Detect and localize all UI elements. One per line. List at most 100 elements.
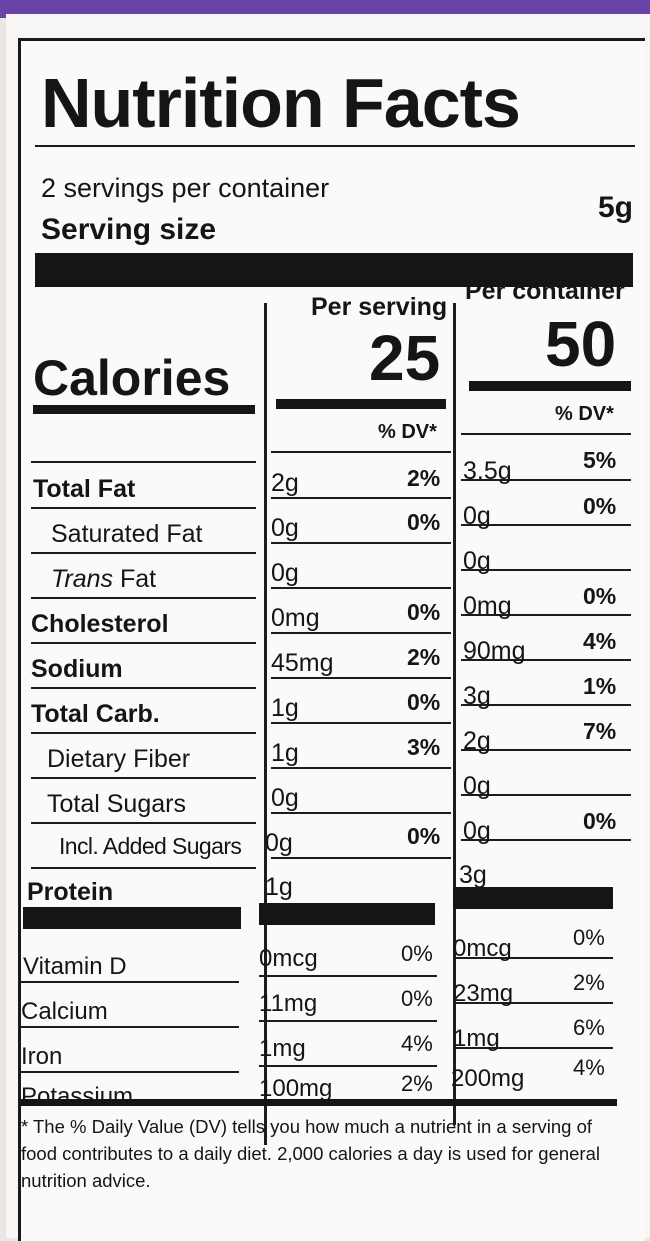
vitamin-serving-amount: 0mcg — [259, 945, 318, 972]
serving-dv: 0% — [407, 689, 441, 715]
column-divider-1 — [264, 303, 267, 1145]
row-rule — [461, 433, 631, 435]
container-dv: 0% — [583, 493, 617, 519]
container-amount: 3.5g — [463, 457, 512, 485]
protein-bar — [23, 907, 241, 929]
vitamin-name: Iron — [21, 1043, 63, 1070]
column-divider-2 — [453, 303, 456, 1125]
serving-dv: 2% — [407, 644, 441, 670]
nutrient-name-sodium: Sodium — [31, 655, 123, 683]
serving-amount: 0g — [271, 784, 299, 812]
serving-amount: 0g — [271, 514, 299, 542]
per-container-header: Per container — [465, 277, 625, 305]
per-serving-header: Per serving — [311, 293, 448, 321]
row-rule — [271, 677, 451, 679]
row-rule — [271, 767, 451, 769]
calories-label: Calories — [33, 350, 231, 406]
row-rule — [31, 732, 256, 734]
row-rule — [461, 659, 631, 661]
row-rule — [453, 957, 613, 959]
container-amount: 3g — [463, 682, 491, 710]
nutrient-name-trans-fat: Trans Fat — [51, 565, 156, 594]
vitamin-serving-amount: 100mg — [259, 1075, 333, 1102]
calories-bar — [469, 381, 631, 391]
row-rule — [461, 569, 631, 571]
calories-per-serving: 25 — [369, 322, 441, 394]
row-rule — [461, 479, 631, 481]
row-rule — [461, 839, 631, 841]
dv-header-serving: % DV* — [378, 421, 437, 443]
vitamin-container-amount: 200mg — [451, 1065, 525, 1092]
container-amount: 0g — [463, 772, 491, 800]
row-rule — [31, 777, 256, 779]
serving-amount: 45mg — [271, 649, 334, 677]
row-rule — [461, 614, 631, 616]
calories-bar — [33, 405, 255, 414]
row-rule — [461, 524, 631, 526]
serving-amount: 1g — [265, 873, 293, 901]
serving-dv: 0% — [407, 509, 441, 535]
vitamin-container-amount: 23mg — [453, 980, 514, 1007]
trans-italic: Trans — [51, 565, 114, 593]
row-rule — [31, 461, 256, 463]
row-rule — [21, 981, 239, 983]
container-dv: 5% — [583, 447, 617, 473]
row-rule — [271, 722, 451, 724]
row-rule — [21, 1026, 239, 1028]
container-amount: 90mg — [463, 637, 526, 665]
nutrient-name-total-carb: Total Carb. — [31, 700, 160, 728]
row-rule — [31, 552, 256, 554]
vitamin-name: Calcium — [21, 998, 108, 1025]
row-rule — [271, 587, 451, 589]
calories-per-container: 50 — [545, 308, 617, 380]
row-rule — [461, 704, 631, 706]
servings-per-container: 2 servings per container — [41, 173, 330, 203]
container-amount: 3g — [459, 861, 487, 889]
serving-dv: 0% — [407, 599, 441, 625]
serving-amount: 0g — [271, 559, 299, 587]
row-rule — [461, 749, 631, 751]
serving-amount: 2g — [271, 469, 299, 497]
row-rule — [453, 1047, 613, 1049]
row-rule — [271, 632, 451, 634]
vitamin-serving-dv: 4% — [401, 1031, 433, 1056]
nutrient-name-added-sugars: Incl. Added Sugars — [59, 833, 242, 859]
vitamin-container-dv: 0% — [573, 925, 605, 950]
vitamin-serving-dv: 0% — [401, 941, 433, 966]
container-amount: 2g — [463, 727, 491, 755]
container-dv: 0% — [583, 583, 617, 609]
vitamin-container-dv: 2% — [573, 970, 605, 995]
vitamin-container-amount: 1mg — [453, 1025, 500, 1052]
vitamin-serving-amount: 1mg — [259, 1035, 306, 1062]
nutrient-name-dietary-fiber: Dietary Fiber — [47, 745, 191, 773]
row-rule — [31, 642, 256, 644]
row-rule — [31, 867, 256, 869]
row-rule — [259, 975, 437, 977]
row-rule — [259, 1065, 437, 1067]
protein-bar — [453, 887, 613, 909]
row-rule — [461, 794, 631, 796]
title-rule — [35, 145, 635, 147]
vitamin-serving-amount: 11mg — [259, 990, 318, 1017]
serving-dv: 0% — [407, 823, 441, 849]
nutrient-name-cholesterol: Cholesterol — [31, 610, 169, 638]
container-amount: 0g — [463, 817, 491, 845]
nutrient-name-total-sugars: Total Sugars — [47, 790, 186, 818]
row-rule — [271, 451, 451, 453]
row-rule — [31, 597, 256, 599]
row-rule — [259, 1020, 437, 1022]
nutrient-name-saturated-fat: Saturated Fat — [51, 520, 203, 548]
vitamin-name: Potassium — [21, 1083, 134, 1110]
vitamin-container-dv: 6% — [573, 1015, 605, 1040]
serving-amount: 1g — [271, 739, 299, 767]
serving-size-label: Serving size — [41, 213, 217, 246]
thick-separator — [35, 253, 633, 287]
row-rule — [31, 822, 256, 824]
row-rule — [271, 542, 451, 544]
vitamin-name: Vitamin D — [23, 953, 127, 980]
package-top-band — [0, 0, 650, 18]
container-dv: 7% — [583, 718, 617, 744]
vitamin-serving-dv: 0% — [401, 986, 433, 1011]
container-dv: 0% — [583, 808, 617, 834]
container-amount: 0g — [463, 547, 491, 575]
